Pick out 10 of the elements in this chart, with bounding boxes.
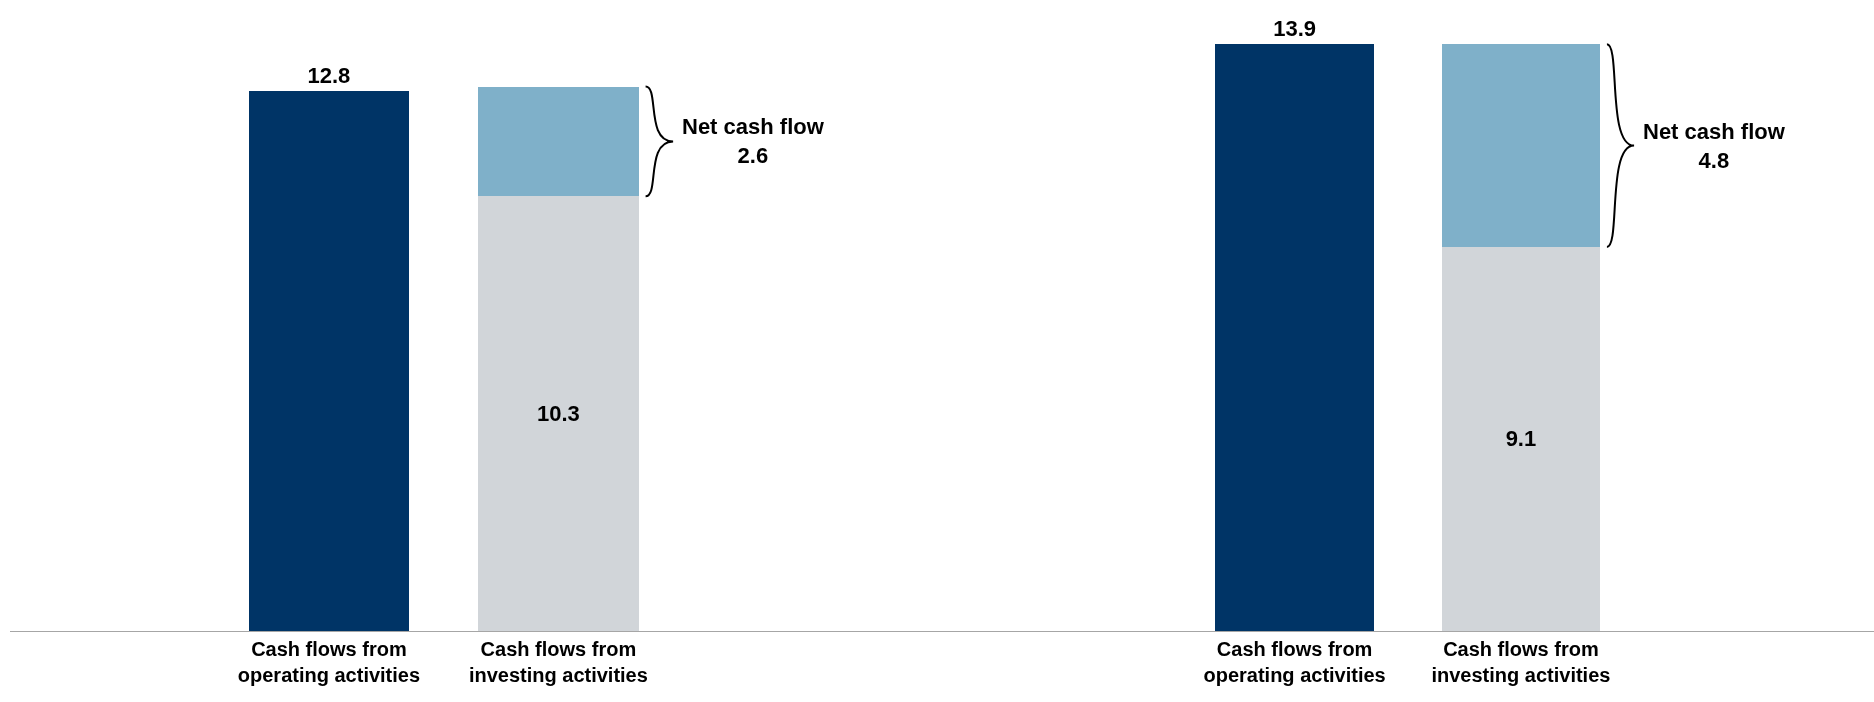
data-label: 12.8 (307, 62, 351, 88)
data-label: 9.1 (1505, 426, 1537, 452)
data-label: 10.3 (536, 401, 580, 427)
x-tick-label: Cash flows from operating activities (1203, 638, 1386, 686)
x-tick-label: Cash flows from investing activities (468, 638, 648, 686)
data-label: 13.9 (1273, 16, 1317, 42)
x-tick-label: Cash flows from operating activities (237, 638, 421, 686)
text: Net cash flow 4.8 (1643, 119, 1786, 173)
text: Net cash flow 2.6 (682, 114, 825, 168)
x-tick-label: Cash flows from investing activities (1431, 638, 1611, 686)
